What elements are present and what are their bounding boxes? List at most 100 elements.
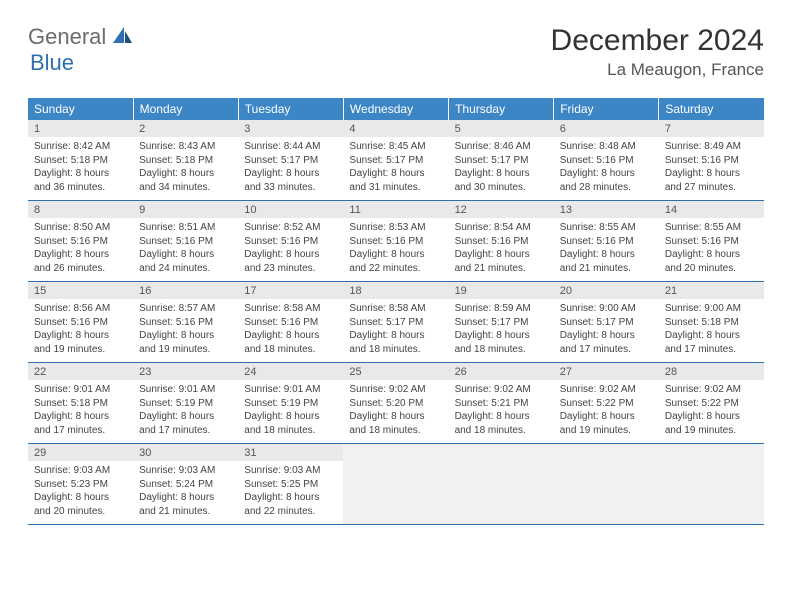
- day-number-cell: 21: [659, 282, 764, 300]
- day-body-cell: Sunrise: 8:46 AMSunset: 5:17 PMDaylight:…: [449, 137, 554, 201]
- day-sr: Sunrise: 8:55 AM: [665, 221, 758, 235]
- day-body-cell: Sunrise: 9:03 AMSunset: 5:25 PMDaylight:…: [238, 461, 343, 525]
- day-ss: Sunset: 5:17 PM: [455, 316, 548, 330]
- day-number-cell: 27: [554, 363, 659, 381]
- day-body-cell: Sunrise: 8:58 AMSunset: 5:17 PMDaylight:…: [343, 299, 448, 363]
- day-ss: Sunset: 5:22 PM: [560, 397, 653, 411]
- day-ss: Sunset: 5:21 PM: [455, 397, 548, 411]
- day-body-cell: Sunrise: 8:53 AMSunset: 5:16 PMDaylight:…: [343, 218, 448, 282]
- day-ss: Sunset: 5:16 PM: [665, 154, 758, 168]
- day-body-cell: Sunrise: 8:52 AMSunset: 5:16 PMDaylight:…: [238, 218, 343, 282]
- day-body-cell: [554, 461, 659, 525]
- brand-text-general: General: [28, 24, 106, 50]
- day-number-cell: 5: [449, 120, 554, 137]
- calendar-body: 1234567Sunrise: 8:42 AMSunset: 5:18 PMDa…: [28, 120, 764, 525]
- day-d1: Daylight: 8 hours: [349, 329, 442, 343]
- brand-text-blue-wrap: Blue: [30, 50, 74, 76]
- day-d2: and 26 minutes.: [34, 262, 127, 276]
- day-d1: Daylight: 8 hours: [665, 410, 758, 424]
- day-ss: Sunset: 5:24 PM: [139, 478, 232, 492]
- calendar-page: General December 2024 La Meaugon, France…: [0, 0, 792, 545]
- day-number-cell: 9: [133, 201, 238, 219]
- day-d2: and 19 minutes.: [560, 424, 653, 438]
- day-sr: Sunrise: 9:00 AM: [560, 302, 653, 316]
- day-ss: Sunset: 5:17 PM: [349, 316, 442, 330]
- day-sr: Sunrise: 8:55 AM: [560, 221, 653, 235]
- day-d1: Daylight: 8 hours: [349, 410, 442, 424]
- day-number-cell: 23: [133, 363, 238, 381]
- day-sr: Sunrise: 8:50 AM: [34, 221, 127, 235]
- day-sr: Sunrise: 8:59 AM: [455, 302, 548, 316]
- day-ss: Sunset: 5:16 PM: [560, 154, 653, 168]
- day-sr: Sunrise: 8:54 AM: [455, 221, 548, 235]
- day-body-cell: Sunrise: 9:02 AMSunset: 5:20 PMDaylight:…: [343, 380, 448, 444]
- day-d1: Daylight: 8 hours: [455, 410, 548, 424]
- day-sr: Sunrise: 8:49 AM: [665, 140, 758, 154]
- day-d1: Daylight: 8 hours: [244, 491, 337, 505]
- day-number-cell: 17: [238, 282, 343, 300]
- day-d1: Daylight: 8 hours: [665, 167, 758, 181]
- day-body-cell: Sunrise: 8:57 AMSunset: 5:16 PMDaylight:…: [133, 299, 238, 363]
- day-number-row: 891011121314: [28, 201, 764, 219]
- day-body-cell: Sunrise: 8:55 AMSunset: 5:16 PMDaylight:…: [554, 218, 659, 282]
- day-sr: Sunrise: 8:42 AM: [34, 140, 127, 154]
- weekday-header: Saturday: [659, 98, 764, 120]
- day-number-cell: 28: [659, 363, 764, 381]
- day-d2: and 18 minutes.: [349, 343, 442, 357]
- day-number-cell: 3: [238, 120, 343, 137]
- day-number-cell: [554, 444, 659, 462]
- day-d2: and 18 minutes.: [349, 424, 442, 438]
- day-body-cell: Sunrise: 9:03 AMSunset: 5:24 PMDaylight:…: [133, 461, 238, 525]
- day-number-row: 15161718192021: [28, 282, 764, 300]
- day-ss: Sunset: 5:16 PM: [34, 235, 127, 249]
- day-number-cell: 11: [343, 201, 448, 219]
- day-body-cell: Sunrise: 8:48 AMSunset: 5:16 PMDaylight:…: [554, 137, 659, 201]
- day-d2: and 19 minutes.: [34, 343, 127, 357]
- day-d2: and 20 minutes.: [34, 505, 127, 519]
- brand-logo: General: [28, 24, 136, 50]
- day-sr: Sunrise: 8:48 AM: [560, 140, 653, 154]
- day-d2: and 21 minutes.: [139, 505, 232, 519]
- day-body-cell: Sunrise: 8:45 AMSunset: 5:17 PMDaylight:…: [343, 137, 448, 201]
- day-d1: Daylight: 8 hours: [349, 167, 442, 181]
- weekday-header: Sunday: [28, 98, 133, 120]
- day-number-cell: 2: [133, 120, 238, 137]
- day-d1: Daylight: 8 hours: [455, 329, 548, 343]
- day-ss: Sunset: 5:17 PM: [560, 316, 653, 330]
- day-ss: Sunset: 5:16 PM: [665, 235, 758, 249]
- day-d2: and 28 minutes.: [560, 181, 653, 195]
- month-title: December 2024: [551, 24, 764, 58]
- day-ss: Sunset: 5:19 PM: [244, 397, 337, 411]
- day-ss: Sunset: 5:16 PM: [349, 235, 442, 249]
- calendar-weekday-header: Sunday Monday Tuesday Wednesday Thursday…: [28, 98, 764, 120]
- day-sr: Sunrise: 9:03 AM: [244, 464, 337, 478]
- day-d2: and 30 minutes.: [455, 181, 548, 195]
- day-body-cell: [449, 461, 554, 525]
- day-sr: Sunrise: 8:44 AM: [244, 140, 337, 154]
- day-d1: Daylight: 8 hours: [139, 248, 232, 262]
- day-sr: Sunrise: 8:53 AM: [349, 221, 442, 235]
- day-ss: Sunset: 5:16 PM: [244, 316, 337, 330]
- day-ss: Sunset: 5:25 PM: [244, 478, 337, 492]
- day-number-cell: 14: [659, 201, 764, 219]
- day-d1: Daylight: 8 hours: [139, 167, 232, 181]
- day-d1: Daylight: 8 hours: [455, 167, 548, 181]
- day-d2: and 34 minutes.: [139, 181, 232, 195]
- day-body-cell: [343, 461, 448, 525]
- day-d1: Daylight: 8 hours: [34, 329, 127, 343]
- day-number-cell: [449, 444, 554, 462]
- day-number-cell: 30: [133, 444, 238, 462]
- day-d2: and 19 minutes.: [139, 343, 232, 357]
- brand-text-blue: Blue: [30, 50, 74, 75]
- day-body-cell: Sunrise: 8:58 AMSunset: 5:16 PMDaylight:…: [238, 299, 343, 363]
- day-sr: Sunrise: 8:58 AM: [349, 302, 442, 316]
- day-sr: Sunrise: 9:00 AM: [665, 302, 758, 316]
- day-sr: Sunrise: 9:01 AM: [139, 383, 232, 397]
- day-sr: Sunrise: 8:52 AM: [244, 221, 337, 235]
- day-body-cell: Sunrise: 8:42 AMSunset: 5:18 PMDaylight:…: [28, 137, 133, 201]
- day-d1: Daylight: 8 hours: [34, 410, 127, 424]
- day-body-cell: Sunrise: 8:55 AMSunset: 5:16 PMDaylight:…: [659, 218, 764, 282]
- day-d2: and 21 minutes.: [560, 262, 653, 276]
- day-d2: and 19 minutes.: [665, 424, 758, 438]
- day-sr: Sunrise: 8:56 AM: [34, 302, 127, 316]
